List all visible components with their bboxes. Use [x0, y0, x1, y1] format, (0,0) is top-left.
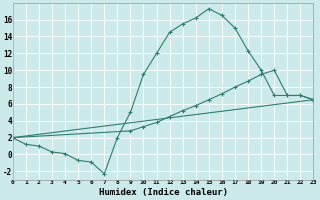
X-axis label: Humidex (Indice chaleur): Humidex (Indice chaleur)	[99, 188, 228, 197]
